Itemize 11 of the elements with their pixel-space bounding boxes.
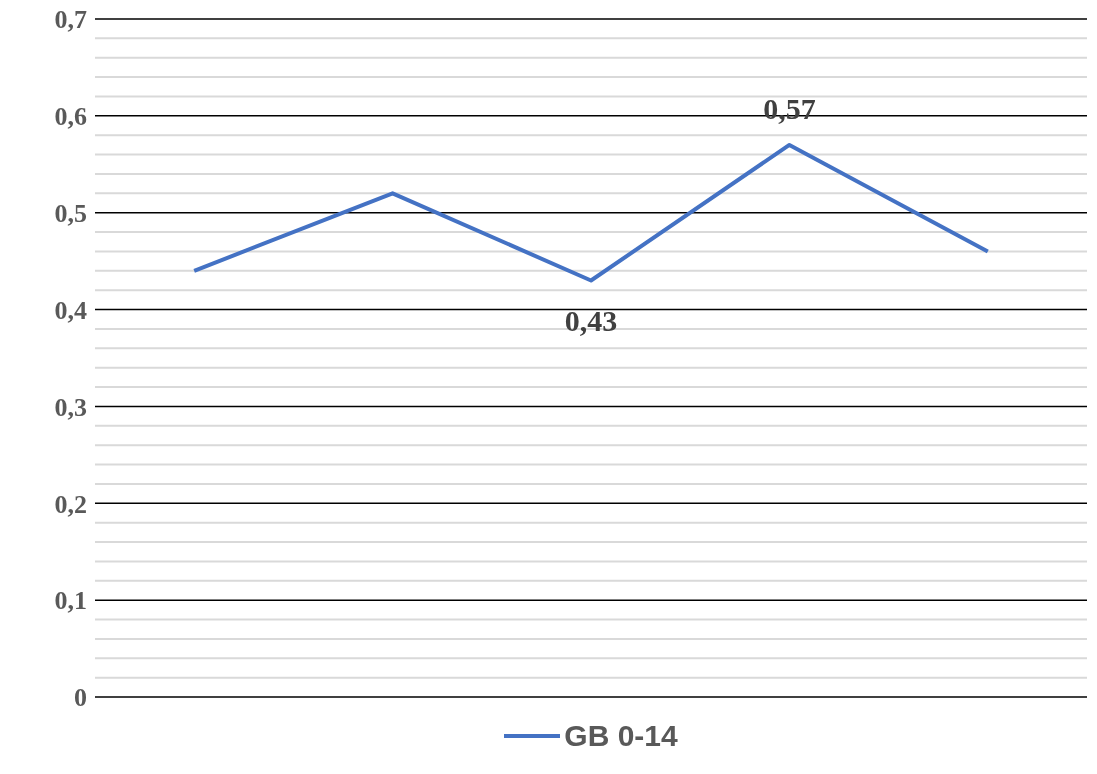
- y-tick-label: 0,2: [54, 489, 87, 519]
- y-tick-label: 0,1: [54, 586, 87, 616]
- y-tick-label: 0: [74, 683, 87, 713]
- y-tick-label: 0,7: [54, 5, 87, 35]
- y-tick-label: 0,5: [54, 198, 87, 228]
- y-tick-label: 0,3: [54, 392, 87, 422]
- data-label: 0,43: [564, 303, 618, 337]
- line-series: [192, 142, 990, 283]
- legend-label: GB 0-14: [564, 718, 678, 753]
- y-tick-label: 0,4: [54, 295, 87, 325]
- y-tick-label: 0,6: [54, 102, 87, 132]
